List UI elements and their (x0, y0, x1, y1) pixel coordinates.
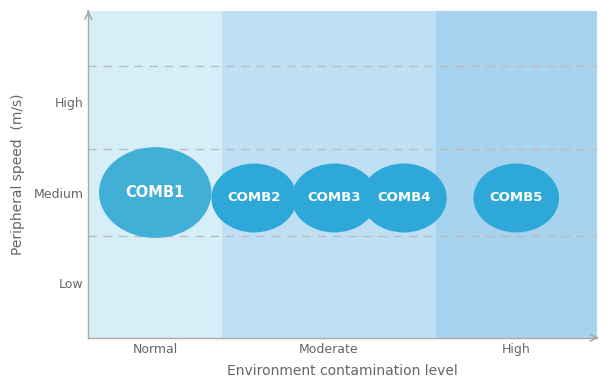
X-axis label: Environment contamination level: Environment contamination level (227, 364, 458, 378)
Ellipse shape (361, 163, 447, 233)
Text: COMB1: COMB1 (125, 185, 185, 200)
Ellipse shape (473, 163, 559, 233)
Ellipse shape (292, 163, 377, 233)
Text: COMB2: COMB2 (227, 191, 281, 205)
Bar (436, 11, 596, 338)
Text: COMB3: COMB3 (308, 191, 361, 205)
Y-axis label: Peripheral speed  (m/s): Peripheral speed (m/s) (11, 94, 25, 255)
Ellipse shape (211, 163, 297, 233)
Text: COMB5: COMB5 (490, 191, 543, 205)
Bar (88, 11, 222, 338)
Bar (222, 11, 436, 338)
Ellipse shape (99, 147, 211, 238)
Text: COMB4: COMB4 (377, 191, 431, 205)
